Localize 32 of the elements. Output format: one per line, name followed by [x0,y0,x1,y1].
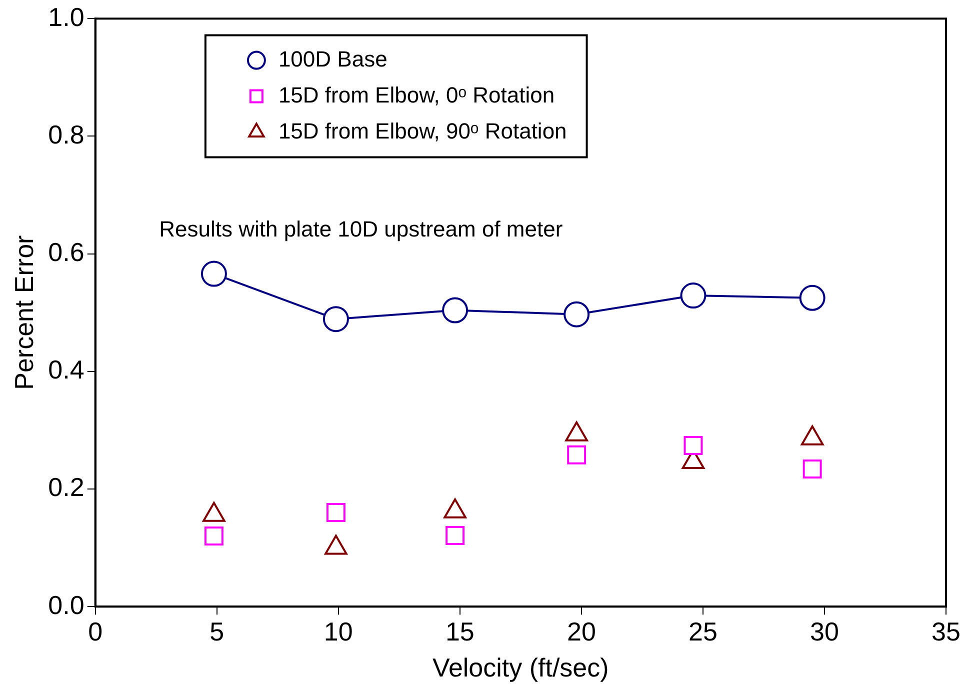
x-tick-label: 0 [88,616,103,646]
point [442,297,468,324]
x-axis-title: Velocity (ft/sec) [432,652,609,683]
y-tick-label: 0.6 [48,236,84,267]
point [326,503,346,522]
point [684,436,703,455]
annotation: Results with plate 10D upstream of meter [159,216,563,242]
x-tick-label: 35 [932,616,960,646]
x-tick-label: 25 [688,616,718,646]
point [799,284,826,311]
x-tick-label: 30 [810,616,839,646]
point [200,260,227,287]
x-tick-label: 15 [445,616,474,646]
point [802,460,822,478]
y-tick-label: 1.0 [48,2,84,32]
point [680,282,706,309]
y-tick-label: 0.4 [48,354,84,385]
point [204,526,224,546]
point [446,526,465,545]
point [322,306,349,332]
x-tick-label: 10 [324,616,353,646]
y-axis-title: Percent Error [8,234,39,390]
x-tick-label: 20 [566,616,596,646]
x-tick-label: 5 [210,616,224,646]
point [567,445,586,464]
legend-label: 15D from Elbow, 0ᵒ Rotation [278,82,555,108]
point [564,301,590,328]
y-tick-label: 0.8 [48,119,84,150]
legend-label: 100D Base [278,46,388,72]
y-tick-label: 0.0 [48,590,84,620]
legend-label: 15D from Elbow, 90ᵒ Rotation [278,118,567,144]
y-tick-label: 0.2 [48,472,84,502]
